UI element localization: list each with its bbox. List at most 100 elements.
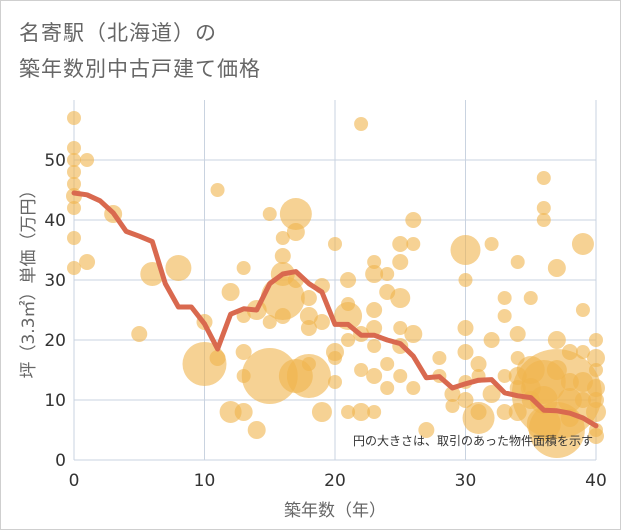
data-bubble — [571, 233, 594, 255]
data-bubble — [165, 255, 192, 281]
data-bubble — [286, 354, 331, 398]
data-bubble — [221, 283, 240, 301]
data-bubble — [588, 428, 604, 444]
data-bubble — [418, 422, 435, 438]
data-bubble — [457, 392, 474, 408]
data-bubble — [299, 307, 318, 325]
data-bubble — [67, 201, 81, 215]
data-bubble — [300, 290, 317, 306]
y-tick-label: 30 — [44, 271, 66, 291]
bubble-size-note: 円の大きさは、取引のあった物件面積を示す — [353, 433, 593, 448]
data-bubble — [497, 369, 512, 383]
data-bubble — [470, 356, 487, 372]
y-axis-ticks: 0 10 20 30 40 50 — [44, 151, 66, 471]
x-axis-ticks: 0 10 20 30 40 — [69, 471, 607, 491]
data-bubble — [236, 261, 251, 275]
data-bubble — [367, 255, 382, 269]
data-bubble — [393, 369, 408, 383]
data-bubble — [67, 111, 81, 125]
data-bubble — [67, 177, 81, 191]
data-bubble — [445, 399, 460, 413]
data-bubble — [67, 261, 81, 275]
data-bubble — [536, 171, 551, 185]
data-bubble — [311, 402, 332, 422]
data-bubble — [470, 404, 487, 420]
data-bubble — [497, 309, 512, 323]
data-bubble — [67, 165, 81, 179]
y-tick-label: 20 — [44, 331, 66, 351]
data-bubble — [450, 235, 481, 265]
y-tick-label: 10 — [44, 391, 66, 411]
data-bubble — [313, 314, 330, 330]
data-bubble — [367, 405, 382, 419]
x-tick-label: 10 — [194, 471, 216, 491]
data-bubble — [210, 183, 225, 197]
data-bubble — [523, 291, 538, 305]
data-bubble — [586, 402, 606, 422]
chart-title-line-2: 築年数別中古戸建て価格 — [19, 57, 261, 81]
data-bubble — [546, 360, 567, 380]
data-bubble — [587, 379, 605, 397]
data-bubble — [406, 237, 421, 251]
data-bubble — [366, 320, 383, 336]
average-line — [71, 190, 599, 429]
chart-title: 名寄駅（北海道）の 築年数別中古戸建て価格 — [19, 15, 261, 87]
data-bubble — [328, 375, 342, 389]
data-bubble — [328, 237, 342, 251]
data-bubble — [209, 350, 226, 366]
data-bubble — [392, 254, 409, 270]
data-bubble — [67, 153, 81, 167]
data-bubble — [457, 344, 474, 360]
x-tick-label: 20 — [324, 471, 346, 491]
data-bubble — [483, 332, 500, 348]
data-bubble — [352, 403, 371, 421]
data-bubble — [262, 207, 277, 221]
data-bubble — [367, 339, 382, 353]
data-bubble — [219, 401, 242, 423]
data-bubble — [274, 308, 291, 324]
data-bubble — [279, 198, 312, 230]
data-bubble — [444, 386, 461, 402]
data-bubble — [575, 303, 590, 317]
data-bubble — [241, 348, 298, 404]
data-bubble — [457, 320, 474, 336]
data-bubble — [482, 385, 501, 403]
data-bubble — [301, 357, 316, 371]
chart-title-line-1: 名寄駅（北海道）の — [19, 21, 217, 45]
data-bubble — [432, 351, 447, 365]
data-bubble — [496, 404, 513, 420]
data-bubble — [247, 421, 266, 439]
data-bubble — [574, 392, 591, 408]
data-bubble — [354, 117, 369, 131]
data-bubble — [589, 363, 603, 377]
data-bubble — [509, 326, 526, 342]
data-bubble — [458, 273, 473, 287]
data-bubble — [536, 213, 551, 227]
x-tick-label: 0 — [69, 471, 80, 491]
data-bubble — [354, 363, 369, 377]
data-bubble — [262, 315, 277, 329]
data-bubble — [341, 333, 356, 347]
x-axis-label: 築年数（年） — [284, 501, 386, 521]
data-bubble — [286, 223, 305, 241]
data-bubble — [547, 331, 566, 349]
data-bubble — [300, 320, 317, 336]
data-bubble — [404, 325, 423, 343]
y-tick-label: 50 — [44, 151, 66, 171]
data-bubble — [341, 405, 356, 419]
data-bubble — [589, 333, 603, 347]
y-tick-label: 40 — [44, 211, 66, 231]
data-bubble — [80, 153, 95, 167]
data-bubble — [561, 344, 578, 360]
data-bubble — [575, 345, 590, 359]
x-tick-label: 30 — [455, 471, 477, 491]
data-bubble — [406, 381, 421, 395]
data-bubble — [274, 248, 291, 264]
data-bubble — [131, 326, 148, 342]
data-bubble — [67, 231, 81, 245]
y-axis-label: 坪（3.3㎡）単価（万円） — [19, 181, 39, 378]
data-bubble — [405, 212, 422, 228]
data-bubble — [67, 141, 81, 155]
